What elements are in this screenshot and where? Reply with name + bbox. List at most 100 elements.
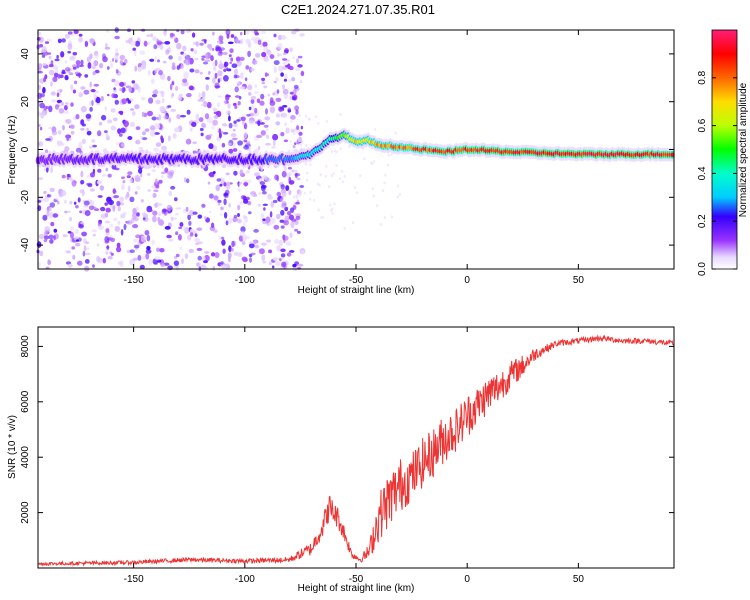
noise-speckle bbox=[251, 59, 258, 65]
noise-speckle bbox=[153, 44, 158, 50]
noise-speckle bbox=[175, 253, 180, 258]
noise-speckle bbox=[241, 256, 248, 261]
noise-speckle bbox=[281, 170, 287, 178]
noise-speckle bbox=[41, 46, 47, 53]
noise-speckle bbox=[268, 221, 273, 226]
noise-speckle bbox=[218, 35, 224, 42]
noise-speckle bbox=[178, 55, 182, 62]
noise-speckle bbox=[121, 176, 125, 179]
noise-speckle bbox=[153, 189, 159, 192]
noise-speckle bbox=[290, 128, 295, 133]
noise-speckle bbox=[158, 114, 162, 121]
noise-speckle bbox=[69, 216, 72, 222]
noise-speckle bbox=[291, 76, 296, 82]
y-tick-label: -20 bbox=[20, 190, 31, 205]
noise-speckle bbox=[332, 172, 335, 175]
noise-speckle bbox=[261, 254, 266, 261]
noise-speckle bbox=[383, 216, 387, 220]
noise-speckle bbox=[131, 80, 136, 84]
noise-speckle bbox=[227, 41, 234, 45]
noise-speckle bbox=[305, 178, 309, 182]
noise-speckle bbox=[97, 257, 103, 264]
noise-speckle bbox=[162, 60, 167, 64]
noise-speckle bbox=[40, 112, 45, 119]
noise-speckle bbox=[214, 72, 218, 79]
noise-speckle bbox=[164, 41, 171, 45]
noise-speckle bbox=[177, 234, 182, 241]
noise-speckle bbox=[280, 225, 285, 229]
noise-speckle bbox=[175, 207, 182, 210]
noise-speckle bbox=[226, 110, 231, 114]
noise-speckle bbox=[248, 242, 255, 249]
noise-speckle bbox=[101, 114, 107, 121]
noise-speckle bbox=[371, 187, 374, 191]
x-tick-label: -50 bbox=[349, 275, 364, 286]
noise-speckle bbox=[223, 182, 227, 187]
noise-speckle bbox=[298, 113, 302, 117]
noise-speckle bbox=[249, 257, 252, 263]
noise-speckle bbox=[110, 125, 117, 131]
noise-speckle bbox=[299, 185, 305, 188]
noise-speckle bbox=[73, 201, 77, 205]
noise-speckle bbox=[64, 67, 71, 72]
noise-speckle bbox=[53, 228, 58, 233]
noise-speckle bbox=[321, 215, 325, 219]
noise-speckle bbox=[77, 197, 81, 203]
noise-speckle bbox=[96, 243, 100, 247]
noise-speckle bbox=[121, 98, 127, 105]
noise-speckle bbox=[294, 105, 300, 111]
noise-speckle bbox=[190, 48, 194, 52]
noise-speckle bbox=[49, 207, 52, 212]
noise-speckle bbox=[279, 258, 282, 262]
noise-speckle bbox=[303, 191, 306, 195]
noise-speckle bbox=[295, 213, 302, 217]
y-tick-label: 6000 bbox=[20, 390, 31, 413]
noise-speckle bbox=[153, 147, 160, 152]
noise-speckle bbox=[230, 57, 234, 62]
noise-speckle bbox=[56, 92, 60, 98]
noise-speckle bbox=[187, 234, 192, 241]
noise-speckle bbox=[282, 58, 288, 61]
noise-speckle bbox=[78, 36, 83, 43]
noise-speckle bbox=[273, 33, 277, 38]
noise-speckle bbox=[211, 222, 215, 228]
noise-speckle bbox=[293, 132, 296, 136]
x-tick-label: 0 bbox=[464, 574, 470, 585]
noise-speckle bbox=[239, 201, 244, 205]
noise-speckle bbox=[67, 50, 72, 54]
noise-speckle bbox=[229, 182, 233, 185]
noise-speckle bbox=[239, 86, 246, 90]
noise-speckle bbox=[37, 177, 44, 181]
noise-speckle bbox=[272, 139, 276, 147]
noise-speckle bbox=[114, 80, 120, 87]
noise-speckle bbox=[67, 173, 71, 178]
noise-speckle bbox=[247, 50, 252, 58]
noise-speckle bbox=[286, 241, 292, 246]
noise-speckle bbox=[83, 245, 87, 252]
noise-speckle bbox=[104, 130, 108, 134]
noise-speckle bbox=[222, 132, 229, 135]
noise-speckle bbox=[301, 250, 304, 254]
noise-speckle bbox=[118, 110, 124, 115]
noise-speckle bbox=[118, 133, 123, 137]
x-tick-label: 0 bbox=[464, 275, 470, 286]
noise-speckle bbox=[205, 84, 209, 91]
noise-speckle bbox=[116, 246, 122, 253]
noise-speckle bbox=[141, 212, 147, 217]
noise-speckle bbox=[61, 69, 66, 75]
noise-speckle bbox=[233, 170, 238, 176]
noise-speckle bbox=[107, 119, 113, 124]
noise-speckle bbox=[107, 93, 110, 97]
noise-speckle bbox=[159, 248, 165, 253]
noise-speckle bbox=[81, 138, 87, 145]
noise-speckle bbox=[151, 116, 157, 121]
noise-speckle bbox=[70, 130, 75, 135]
noise-speckle bbox=[80, 127, 85, 131]
noise-speckle bbox=[88, 146, 93, 149]
noise-speckle bbox=[289, 47, 293, 53]
noise-speckle bbox=[199, 42, 204, 46]
noise-speckle bbox=[188, 220, 192, 226]
noise-speckle bbox=[197, 214, 203, 219]
noise-speckle bbox=[122, 180, 126, 184]
noise-speckle bbox=[163, 115, 168, 120]
